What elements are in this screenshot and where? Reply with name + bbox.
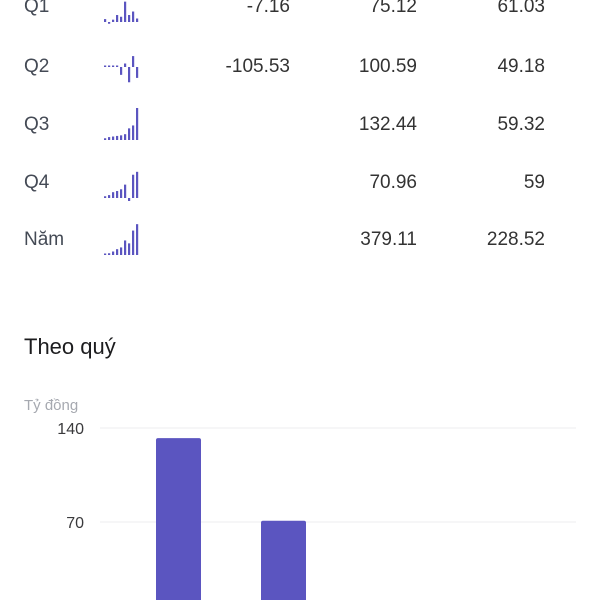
bar-q4[interactable] (261, 520, 306, 600)
sparkline-bar (112, 251, 115, 255)
value-cell-c3: 61.03 (497, 0, 545, 17)
sparkline-bar (124, 184, 127, 198)
sparkline-bar (132, 125, 135, 140)
bar-q3[interactable] (156, 438, 201, 600)
table-row: Q4 70.96 59 (0, 163, 600, 203)
value-cell-c1: -105.53 (225, 56, 290, 77)
sparkline-bar (116, 15, 119, 22)
sparkline-bar (128, 15, 131, 22)
table-row: Q2 -105.53 100.59 49.18 (0, 47, 600, 87)
sparkline-bar (136, 224, 139, 255)
value-cell-c3: 49.18 (497, 56, 545, 77)
row-label: Q4 (24, 172, 50, 193)
sparkline-bar (128, 243, 131, 255)
sparkline-bar (108, 253, 111, 255)
sparkline-bar (120, 247, 123, 255)
value-cell-c3: 228.52 (486, 229, 545, 250)
sparkline (102, 49, 140, 85)
sparkline-bar (108, 65, 111, 67)
sparkline-bar (128, 67, 131, 83)
sparkline (102, 107, 140, 143)
row-label: Q2 (24, 56, 50, 77)
sparkline-bar (104, 196, 107, 198)
sparkline-bar (112, 65, 115, 67)
sparkline-bar (112, 136, 115, 140)
sparkline (102, 165, 140, 201)
sparkline-bar (104, 65, 107, 67)
sparkline (102, 0, 140, 25)
row-label: Năm (24, 229, 65, 250)
sparkline-bar (108, 22, 111, 24)
sparkline-bar (124, 134, 127, 140)
sparkline-bar (120, 189, 123, 198)
sparkline-bar (108, 137, 111, 140)
value-cell-c2: 100.59 (358, 56, 417, 77)
sparkline-bar (132, 56, 135, 67)
value-cell-c2: 132.44 (358, 114, 417, 135)
value-cell-c2: 379.11 (360, 229, 417, 250)
sparkline-bar (120, 135, 123, 140)
sparkline-bar (136, 108, 139, 140)
row-label: Q3 (24, 114, 50, 135)
sparkline-bar (104, 138, 107, 140)
sparkline-bar (116, 191, 119, 198)
value-cell-c1: -7.16 (246, 0, 290, 17)
value-cell-c3: 59 (523, 172, 545, 193)
sparkline-bar (132, 11, 135, 22)
sparkline (102, 222, 140, 258)
sparkline-bar (116, 249, 119, 255)
sparkline-bar (112, 192, 115, 198)
sparkline-bar (120, 16, 123, 22)
sparkline-bar (104, 19, 107, 22)
table-row: Q1 -7.16 75.12 61.03 (0, 0, 600, 27)
sparkline-bar (120, 67, 123, 75)
sparkline-bar (124, 63, 127, 67)
chart-unit-label: Tỷ đồng (24, 397, 79, 414)
value-cell-c2: 75.12 (369, 0, 417, 17)
value-cell-c2: 70.96 (369, 172, 417, 193)
sparkline-bar (116, 65, 119, 67)
sparkline-bar (132, 174, 135, 198)
y-tick-label: 140 (57, 421, 84, 438)
sparkline-bar (112, 19, 115, 22)
table-row: Năm 379.11 228.52 (0, 220, 600, 260)
sparkline-bar (136, 67, 139, 78)
value-cell-c3: 59.32 (497, 114, 545, 135)
sparkline-bar (132, 230, 135, 255)
table-row: Q3 132.44 59.32 (0, 105, 600, 145)
sparkline-bar (128, 198, 131, 201)
sparkline-bar (136, 171, 139, 198)
sparkline-bar (124, 1, 127, 22)
y-tick-label: 70 (66, 515, 84, 532)
sparkline-bar (108, 195, 111, 198)
sparkline-bar (128, 128, 131, 140)
sparkline-bar (124, 240, 127, 255)
section-title: Theo quý (24, 334, 116, 359)
sparkline-bar (104, 253, 107, 255)
sparkline-bar (136, 18, 139, 22)
row-label: Q1 (24, 0, 50, 17)
sparkline-bar (116, 135, 119, 140)
